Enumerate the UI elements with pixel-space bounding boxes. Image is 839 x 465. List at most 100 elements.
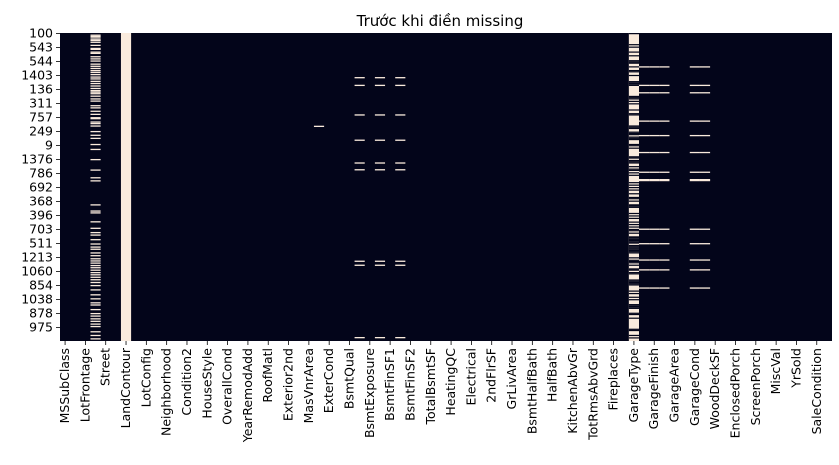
- x-tick-label: HalfBath: [545, 348, 560, 402]
- x-tick-label: OverallCond: [220, 348, 235, 425]
- present-cell: [628, 244, 639, 247]
- missing-cell: [659, 179, 670, 182]
- present-cell: [628, 189, 639, 191]
- y-tick-label: 975: [29, 320, 53, 335]
- present-cell: [628, 242, 639, 244]
- y-tick-label: 511: [29, 236, 53, 251]
- missing-cell: [90, 210, 101, 212]
- missing-cell: [639, 66, 650, 68]
- present-cell: [628, 272, 639, 274]
- missing-cell: [374, 169, 386, 171]
- present-cell: [628, 169, 639, 171]
- missing-cell: [649, 228, 660, 230]
- present-cell: [628, 257, 639, 259]
- present-cell: [628, 313, 639, 316]
- missing-cell: [659, 66, 670, 68]
- missing-cell: [90, 93, 101, 95]
- missing-cell: [90, 204, 101, 206]
- present-cell: [628, 328, 639, 330]
- missing-cell: [90, 338, 101, 340]
- present-cell: [628, 166, 639, 168]
- present-cell: [628, 251, 639, 253]
- y-tick-label: 396: [29, 208, 53, 223]
- present-cell: [628, 131, 639, 133]
- present-cell: [628, 312, 639, 314]
- present-cell: [628, 279, 639, 281]
- missing-cell: [689, 66, 700, 68]
- missing-cell: [90, 260, 101, 262]
- missing-cell: [90, 98, 101, 100]
- missing-cell: [90, 325, 101, 328]
- missing-cell: [689, 171, 700, 173]
- present-cell: [628, 206, 639, 208]
- missing-cell: [639, 178, 650, 181]
- x-tick-label: LotFrontage: [77, 348, 92, 423]
- missing-cell: [354, 264, 365, 266]
- x-tick-label: LandContour: [118, 347, 133, 428]
- missing-cell: [90, 252, 101, 254]
- missing-cell: [90, 85, 101, 87]
- x-tick-label: KitchenAbvGr: [565, 347, 580, 434]
- missing-cell: [649, 243, 660, 245]
- x-tick-label: Exterior2nd: [281, 348, 296, 421]
- missing-cell: [90, 298, 101, 300]
- missing-cell: [90, 227, 101, 229]
- y-tick-label: 703: [29, 222, 53, 237]
- present-cell: [628, 71, 639, 73]
- present-cell: [628, 241, 639, 243]
- missing-cell: [90, 272, 101, 274]
- missing-cell: [90, 281, 101, 284]
- y-tick-label: 136: [29, 82, 53, 97]
- missing-cell: [639, 151, 650, 154]
- missing-cell: [90, 76, 101, 78]
- missing-cell: [699, 228, 711, 230]
- missing-cell: [90, 95, 101, 97]
- missing-cell: [90, 41, 101, 43]
- heatmap-cells: [60, 33, 832, 341]
- missing-cell: [90, 284, 101, 287]
- y-tick-label: 786: [29, 166, 53, 181]
- missing-cell: [90, 52, 101, 55]
- missing-cell: [639, 84, 650, 87]
- present-cell: [628, 268, 639, 270]
- present-cell: [628, 230, 639, 232]
- missing-cell: [90, 148, 101, 151]
- missing-cell: [90, 107, 101, 109]
- missing-cell: [699, 269, 711, 271]
- missing-cell: [395, 162, 406, 164]
- present-cell: [628, 61, 639, 63]
- missing-cell: [699, 134, 711, 137]
- y-tick-label: 249: [29, 124, 53, 139]
- x-tick-label: LotConfig: [138, 348, 153, 407]
- missing-cell: [90, 47, 101, 50]
- missing-cell: [90, 143, 101, 146]
- present-cell: [628, 127, 639, 130]
- x-tick-label: Electrical: [463, 348, 478, 405]
- y-tick-label: 311: [29, 96, 53, 111]
- present-cell: [628, 259, 639, 261]
- missing-cell: [90, 264, 101, 267]
- missing-cell: [395, 139, 406, 141]
- missing-cell: [90, 315, 101, 317]
- present-cell: [628, 184, 639, 186]
- x-tick-label: GarageCond: [687, 348, 702, 426]
- missing-cell: [354, 139, 365, 141]
- x-tick-label: HeatingQC: [443, 348, 458, 416]
- missing-cell: [699, 178, 711, 181]
- missing-cell: [90, 87, 101, 90]
- present-cell: [628, 329, 639, 332]
- missing-cell: [90, 267, 101, 269]
- missing-cell: [90, 334, 101, 337]
- x-tick-label: TotRmsAbvGrd: [585, 348, 600, 441]
- present-cell: [628, 252, 639, 254]
- missing-cell: [374, 264, 386, 266]
- missing-cell: [659, 84, 670, 87]
- missing-cell: [689, 269, 700, 271]
- missing-cell: [90, 234, 101, 236]
- missing-cell: [699, 66, 711, 68]
- missing-cell: [649, 66, 660, 68]
- missing-cell: [90, 69, 101, 72]
- missing-cell: [649, 287, 660, 289]
- missing-cell: [90, 276, 101, 278]
- present-cell: [628, 337, 639, 339]
